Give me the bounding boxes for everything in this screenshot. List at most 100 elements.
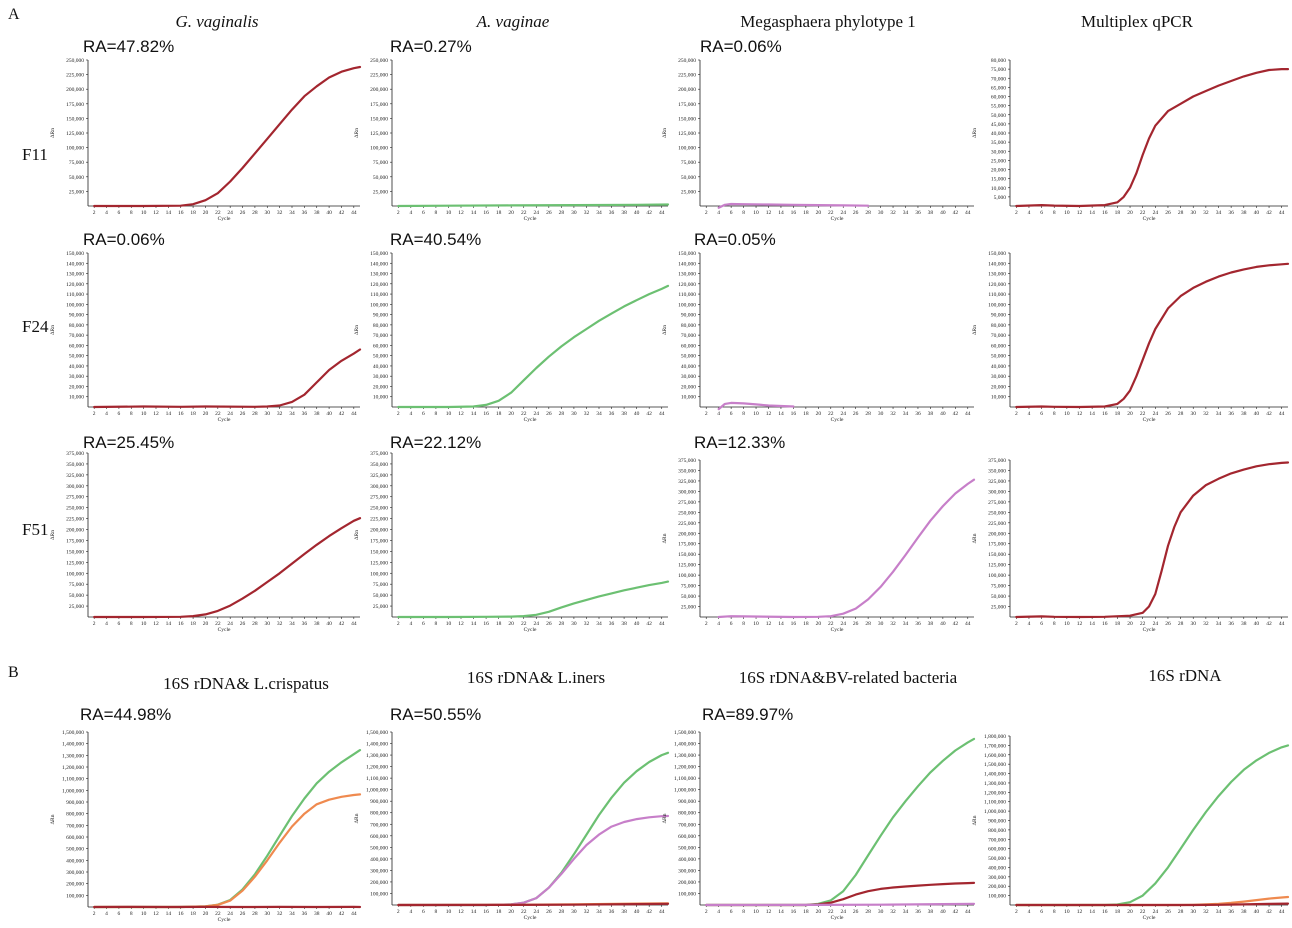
y-tick-label: 600,000 <box>370 834 388 840</box>
y-tick-label: 1,000,000 <box>674 788 696 794</box>
x-axis-label: Cycle <box>1143 417 1156 423</box>
x-tick-label: 30 <box>878 621 884 627</box>
x-tick-label: 42 <box>953 411 959 417</box>
x-tick-label: 32 <box>890 210 896 216</box>
y-tick-label: 800,000 <box>370 811 388 817</box>
x-tick-label: 24 <box>227 411 233 417</box>
y-tick-label: 1,500,000 <box>984 762 1006 768</box>
series-line-2 <box>705 881 976 907</box>
y-tick-label: 375,000 <box>988 458 1006 464</box>
x-tick-label: 24 <box>227 621 233 627</box>
y-axis-label: ΔRn <box>354 530 360 540</box>
x-tick-label: 38 <box>928 411 934 417</box>
y-tick-label: 1,100,000 <box>674 776 696 782</box>
y-tick-label: 325,000 <box>678 479 696 485</box>
y-axis-label: ΔRn <box>662 533 668 543</box>
x-tick-label: 8 <box>1053 210 1056 216</box>
y-tick-label: 175,000 <box>370 538 388 544</box>
y-tick-label: 1,300,000 <box>984 781 1006 787</box>
x-tick-label: 14 <box>778 210 784 216</box>
x-axis-label: Cycle <box>218 216 231 222</box>
y-tick-label: 700,000 <box>66 823 84 829</box>
x-tick-label: 2 <box>93 210 96 216</box>
y-tick-label: 70,000 <box>69 333 84 339</box>
y-tick-label: 10,000 <box>69 395 84 401</box>
x-tick-label: 16 <box>483 411 489 417</box>
x-tick-label: 30 <box>571 621 577 627</box>
x-tick-label: 18 <box>190 210 196 216</box>
y-tick-label: 10,000 <box>991 395 1006 401</box>
x-tick-label: 44 <box>351 621 357 627</box>
ra-label: RA=50.55% <box>390 705 482 724</box>
x-tick-label: 12 <box>766 411 772 417</box>
x-tick-label: 8 <box>742 210 745 216</box>
y-tick-label: 275,000 <box>678 500 696 506</box>
y-tick-label: 500,000 <box>370 845 388 851</box>
y-tick-label: 120,000 <box>66 282 84 288</box>
y-tick-label: 45,000 <box>991 122 1006 128</box>
y-tick-label: 50,000 <box>991 113 1006 119</box>
y-tick-label: 80,000 <box>991 58 1006 64</box>
x-tick-label: 28 <box>252 621 258 627</box>
y-axis-label: ΔRn <box>50 814 56 824</box>
y-tick-label: 225,000 <box>988 521 1006 527</box>
ra-label: RA=0.27% <box>390 37 472 56</box>
x-tick-label: 20 <box>508 210 514 216</box>
y-tick-label: 350,000 <box>66 462 84 468</box>
x-tick-label: 36 <box>1228 909 1234 915</box>
y-tick-label: 1,300,000 <box>366 753 388 759</box>
y-tick-label: 700,000 <box>988 837 1006 843</box>
y-tick-label: 1,400,000 <box>62 742 84 748</box>
x-tick-label: 28 <box>865 210 871 216</box>
y-tick-label: 1,200,000 <box>984 790 1006 796</box>
y-tick-label: 375,000 <box>370 451 388 457</box>
y-tick-label: 20,000 <box>69 384 84 390</box>
x-axis-label: Cycle <box>218 917 231 923</box>
y-tick-label: 325,000 <box>66 473 84 479</box>
x-tick-label: 22 <box>1140 909 1146 915</box>
y-tick-label: 400,000 <box>988 865 1006 871</box>
x-axis-label: Cycle <box>831 417 844 423</box>
chart-F24-avag: 10,000 20,000 30,000 40,000 50,000 60,000 70,0… <box>354 251 670 423</box>
x-tick-label: 18 <box>190 411 196 417</box>
chart-F11-gvag: 25,000 50,000 75,000 100,000 125,000 150,000 1… <box>50 58 362 222</box>
x-tick-label: 20 <box>508 909 514 915</box>
y-tick-label: 175,000 <box>370 102 388 108</box>
x-tick-label: 6 <box>422 210 425 216</box>
x-tick-label: 2 <box>1015 621 1018 627</box>
x-tick-label: 14 <box>471 210 477 216</box>
y-axis-label: ΔRn <box>972 128 978 138</box>
y-axis-label: ΔRn <box>354 813 360 823</box>
y-tick-label: 120,000 <box>988 282 1006 288</box>
x-tick-label: 12 <box>458 909 464 915</box>
x-tick-label: 34 <box>596 411 602 417</box>
x-tick-label: 38 <box>314 411 320 417</box>
y-tick-label: 90,000 <box>373 313 388 319</box>
x-tick-label: 30 <box>265 210 271 216</box>
x-tick-label: 44 <box>659 909 665 915</box>
x-tick-label: 40 <box>940 411 946 417</box>
x-tick-label: 24 <box>227 911 233 917</box>
column-title-multiplex: Multiplex qPCR <box>1081 12 1193 31</box>
series-line-1 <box>717 478 976 619</box>
x-tick-label: 10 <box>446 621 452 627</box>
x-tick-label: 2 <box>705 909 708 915</box>
x-tick-label: 42 <box>646 210 652 216</box>
x-tick-label: 44 <box>351 911 357 917</box>
x-tick-label: 30 <box>1190 411 1196 417</box>
x-tick-label: 42 <box>646 621 652 627</box>
x-tick-label: 22 <box>521 210 527 216</box>
x-tick-label: 18 <box>803 909 809 915</box>
x-tick-label: 12 <box>458 210 464 216</box>
x-tick-label: 20 <box>1127 621 1133 627</box>
x-tick-label: 32 <box>277 621 283 627</box>
x-tick-label: 28 <box>865 411 871 417</box>
series-line-1 <box>397 580 670 619</box>
y-tick-label: 60,000 <box>991 343 1006 349</box>
y-tick-label: 30,000 <box>69 374 84 380</box>
x-tick-label: 4 <box>1028 210 1031 216</box>
x-tick-label: 30 <box>878 411 884 417</box>
x-tick-label: 38 <box>1241 621 1247 627</box>
x-tick-label: 6 <box>422 621 425 627</box>
x-tick-label: 40 <box>1254 621 1260 627</box>
